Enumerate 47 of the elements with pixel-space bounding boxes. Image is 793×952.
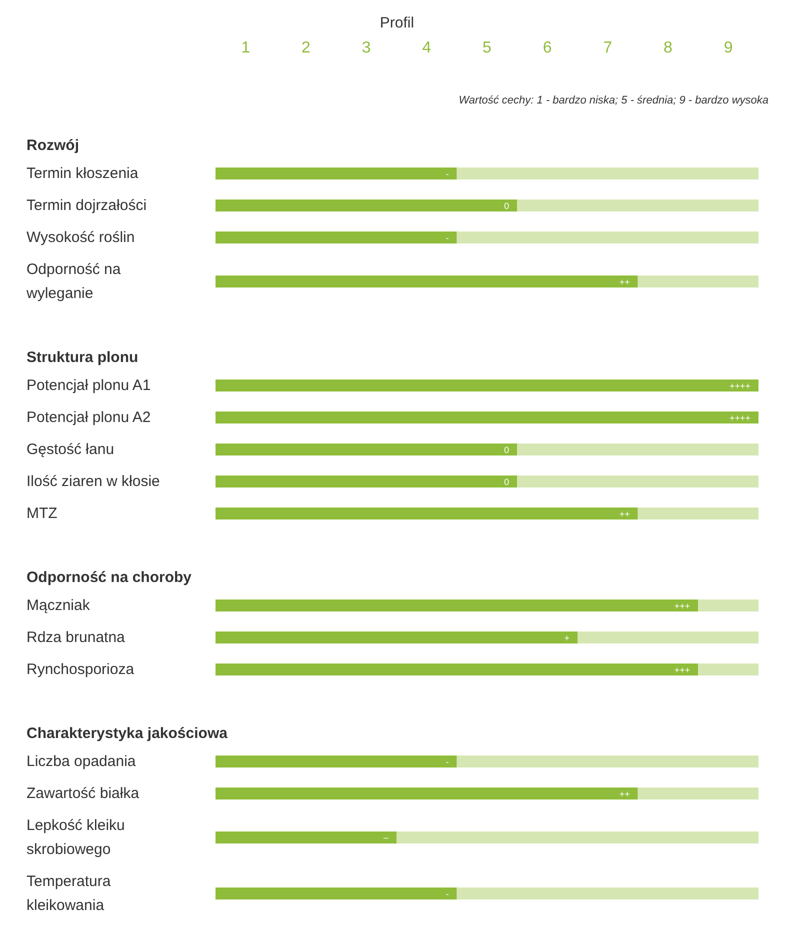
annotation: 0 xyxy=(504,445,510,455)
y-tick-label: Termin dojrzałości xyxy=(26,197,147,214)
annotation: 0 xyxy=(504,477,510,487)
y-tick-label: Zawartość białka xyxy=(26,785,140,802)
annotation: ++ xyxy=(619,509,630,519)
y-tick-label: Mączniak xyxy=(26,597,90,614)
annotation: Charakterystyka jakościowa xyxy=(26,725,228,742)
annotation: - xyxy=(446,233,449,243)
text: Rozwój xyxy=(26,137,79,154)
annotation: ++ xyxy=(619,789,630,799)
annotation: - xyxy=(446,889,449,899)
annotation: – xyxy=(383,832,389,842)
annotation: 0 xyxy=(504,201,510,211)
y-tick-label: Temperatura kleikowania xyxy=(26,873,112,914)
x-tick-label: 8 xyxy=(664,40,673,56)
annotation: +++ xyxy=(674,665,690,675)
y-tick-label: Ilość ziaren w kłosie xyxy=(26,473,160,490)
y-tick-label: Odporność na wyleganie xyxy=(26,261,122,302)
y-tick-label: Potencjał plonu A1 xyxy=(26,377,151,394)
y-tick-label: Lepkość kleiku skrobiowego xyxy=(26,817,125,858)
annotation: +++ xyxy=(674,601,690,611)
x-tick-label: 5 xyxy=(482,40,492,56)
y-tick-label: Rynchosporioza xyxy=(26,661,135,678)
y-tick-label: Termin kłoszenia xyxy=(26,165,139,182)
x-tick-label: 6 xyxy=(542,40,552,56)
text: Wartość cechy: 1 - bardzo niska; 5 - średnia; 9 - bardzo wysoka xyxy=(458,94,769,106)
annotation: + xyxy=(564,633,570,643)
y-tick-label: Potencjał plonu A2 xyxy=(26,409,151,426)
x-tick-label: 4 xyxy=(422,40,432,56)
y-tick-label: Gęstość łanu xyxy=(26,441,114,458)
annotation: - xyxy=(446,757,449,767)
text: Struktura plonu xyxy=(26,349,138,366)
x-axis-title: Profil xyxy=(380,14,414,32)
annotation: ++ xyxy=(619,277,630,287)
y-tick-label: MTZ xyxy=(26,505,58,522)
y-tick-label: Wysokość roślin xyxy=(26,229,135,246)
text: Odporność na choroby xyxy=(26,569,192,586)
x-tick-label: 1 xyxy=(241,40,250,56)
y-tick-label: Liczba opadania xyxy=(26,753,136,770)
x-tick-label: 2 xyxy=(302,40,311,56)
x-tick-label: 9 xyxy=(724,40,733,56)
annotation: - xyxy=(446,169,449,179)
y-tick-label: Rdza brunatna xyxy=(26,629,126,646)
x-tick-label: 3 xyxy=(362,40,371,56)
x-tick-label: 7 xyxy=(603,40,612,56)
annotation: ++++ xyxy=(729,381,751,391)
annotation: ++++ xyxy=(729,413,751,423)
